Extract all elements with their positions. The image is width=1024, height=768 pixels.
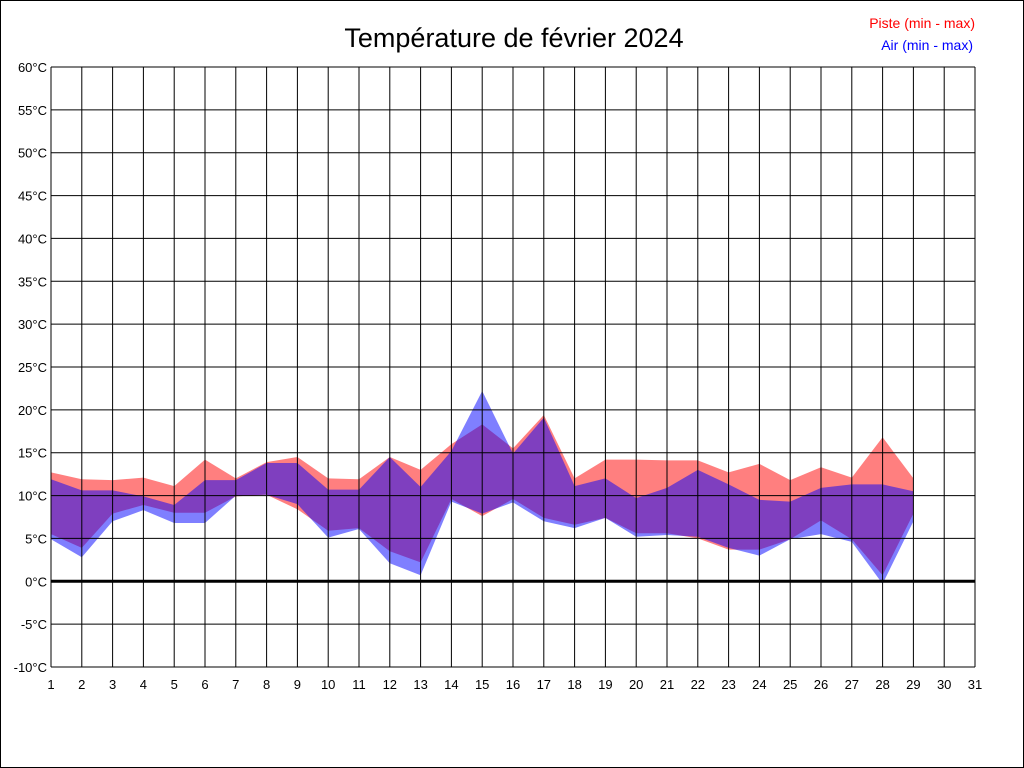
x-tick-label: 1 xyxy=(47,677,54,692)
y-tick-label: 45°C xyxy=(18,189,47,204)
x-tick-label: 22 xyxy=(691,677,705,692)
x-tick-label: 16 xyxy=(506,677,520,692)
y-tick-label: -10°C xyxy=(14,660,47,675)
y-tick-label: -5°C xyxy=(21,617,47,632)
x-tick-label: 27 xyxy=(845,677,859,692)
x-tick-label: 12 xyxy=(383,677,397,692)
y-tick-label: 50°C xyxy=(18,146,47,161)
x-tick-label: 7 xyxy=(232,677,239,692)
y-tick-label: 5°C xyxy=(25,531,47,546)
x-tick-label: 4 xyxy=(140,677,147,692)
x-tick-label: 17 xyxy=(537,677,551,692)
y-tick-label: 20°C xyxy=(18,403,47,418)
x-tick-label: 19 xyxy=(598,677,612,692)
x-tick-label: 26 xyxy=(814,677,828,692)
x-tick-label: 8 xyxy=(263,677,270,692)
x-tick-label: 6 xyxy=(201,677,208,692)
x-tick-label: 13 xyxy=(413,677,427,692)
x-tick-label: 11 xyxy=(352,677,366,692)
y-tick-label: 0°C xyxy=(25,574,47,589)
x-tick-label: 23 xyxy=(721,677,735,692)
y-tick-label: 60°C xyxy=(18,60,47,75)
y-tick-label: 10°C xyxy=(18,489,47,504)
x-tick-label: 31 xyxy=(968,677,982,692)
y-tick-label: 35°C xyxy=(18,274,47,289)
x-tick-label: 2 xyxy=(78,677,85,692)
chart-title: Température de février 2024 xyxy=(344,23,683,53)
x-tick-label: 14 xyxy=(444,677,458,692)
x-tick-label: 29 xyxy=(906,677,920,692)
x-tick-label: 5 xyxy=(171,677,178,692)
legend-piste: Piste (min - max) xyxy=(869,15,975,31)
y-tick-label: 15°C xyxy=(18,446,47,461)
x-tick-label: 24 xyxy=(752,677,766,692)
x-tick-label: 20 xyxy=(629,677,643,692)
x-tick-label: 9 xyxy=(294,677,301,692)
y-tick-label: 25°C xyxy=(18,360,47,375)
x-tick-label: 18 xyxy=(567,677,581,692)
x-tick-label: 28 xyxy=(875,677,889,692)
x-tick-label: 10 xyxy=(321,677,335,692)
x-tick-label: 25 xyxy=(783,677,797,692)
legend-air: Air (min - max) xyxy=(881,37,973,53)
y-tick-label: 30°C xyxy=(18,317,47,332)
x-tick-label: 21 xyxy=(660,677,674,692)
x-tick-label: 30 xyxy=(937,677,951,692)
x-tick-label: 3 xyxy=(109,677,116,692)
y-tick-label: 55°C xyxy=(18,103,47,118)
x-tick-label: 15 xyxy=(475,677,489,692)
y-tick-label: 40°C xyxy=(18,231,47,246)
